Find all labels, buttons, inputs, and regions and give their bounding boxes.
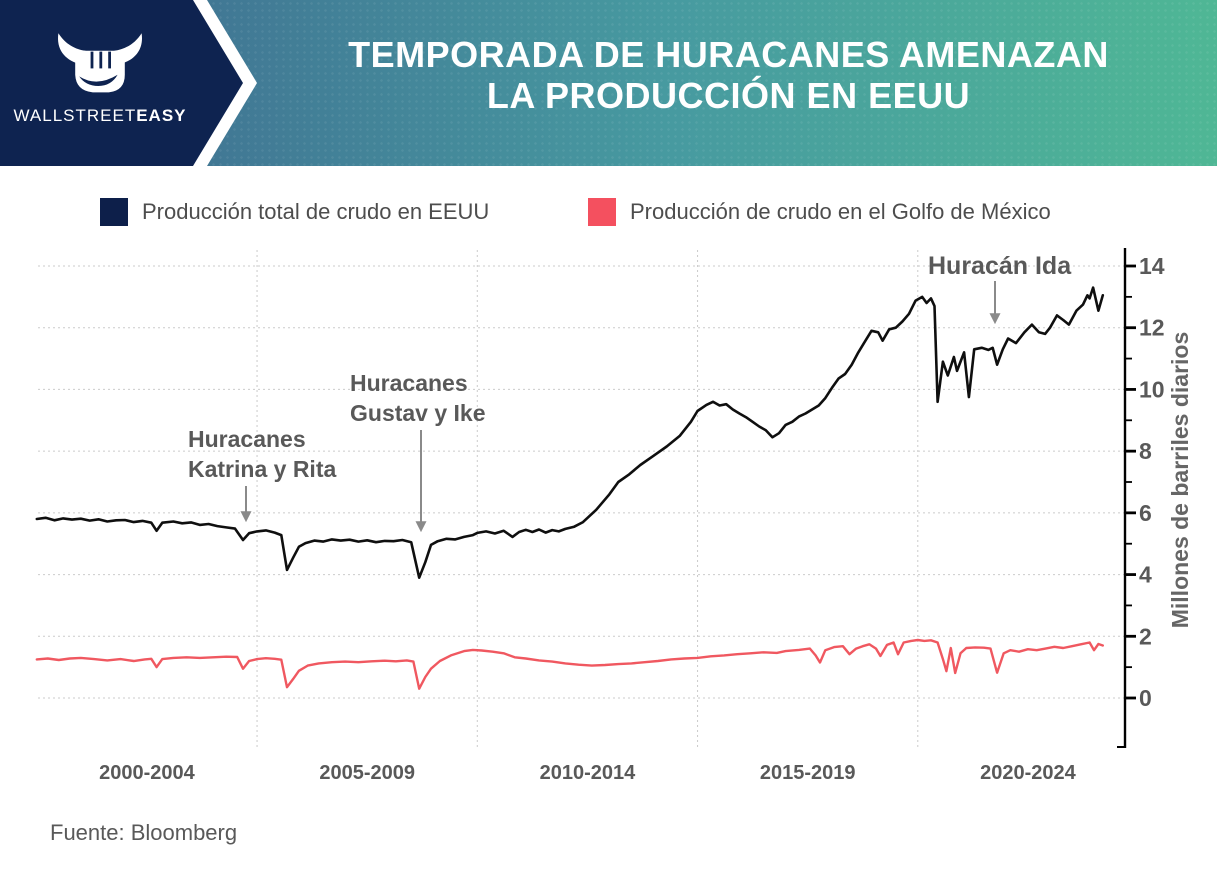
legend-label-gulf: Producción de crudo en el Golfo de Méxic… (630, 199, 1051, 224)
header-banner: WALLSTREETEASY TEMPORADA DE HURACANES AM… (0, 0, 1217, 166)
series-gulf-line (35, 638, 1105, 690)
brand-name-bold: EASY (136, 106, 187, 125)
x-axis-label: 2005-2009 (319, 762, 415, 784)
y-tick-label: 4 (1139, 562, 1152, 588)
y-tick-label: 12 (1139, 315, 1165, 341)
x-axis-label: 2010-2014 (540, 762, 637, 784)
series-total-line (35, 286, 1105, 580)
annotation-katrina-rita: Huracanes Katrina y Rita (188, 426, 337, 482)
brand-name-regular: WALLSTREET (13, 106, 137, 125)
page-title-line1: TEMPORADA DE HURACANES AMENAZAN (348, 34, 1109, 75)
page-title-line2: LA PRODUCCIÓN EN EEUU (486, 75, 971, 116)
y-tick-label: 8 (1139, 438, 1152, 464)
brand-logo: WALLSTREETEASY (10, 30, 190, 126)
source-credit: Fuente: Bloomberg (50, 820, 238, 845)
legend-item-total: Producción total de crudo en EEUU (100, 198, 489, 226)
page-title: TEMPORADA DE HURACANES AMENAZAN LA PRODU… (250, 34, 1207, 116)
y-tick-label: 0 (1139, 685, 1152, 711)
y-tick-label: 14 (1139, 253, 1165, 279)
x-axis-label: 2020-2024 (980, 762, 1077, 784)
legend-item-gulf: Producción de crudo en el Golfo de Méxic… (588, 198, 1051, 226)
brand-name: WALLSTREETEASY (10, 106, 190, 126)
y-axis-title: Millones de barriles diarios (1167, 332, 1193, 629)
legend-swatch-total (100, 198, 128, 226)
annotation-ida: Huracán Ida (928, 252, 1072, 280)
y-tick-label: 2 (1139, 623, 1152, 649)
y-tick-label: 6 (1139, 500, 1152, 526)
legend-label-total: Producción total de crudo en EEUU (142, 199, 490, 224)
annotation-gustav-ike: Huracanes Gustav y Ike (350, 370, 486, 426)
x-axis-label: 2000-2004 (99, 762, 196, 784)
bull-logo-icon (58, 33, 142, 93)
legend-swatch-gulf (588, 198, 616, 226)
y-tick-label: 10 (1139, 376, 1165, 402)
x-axis-label: 2015-2019 (760, 762, 856, 784)
